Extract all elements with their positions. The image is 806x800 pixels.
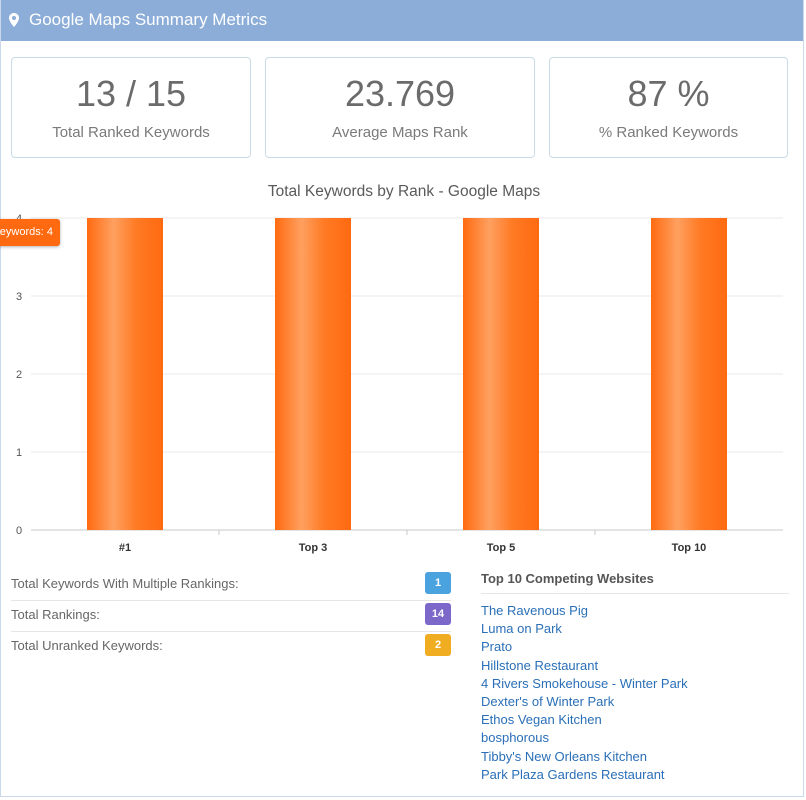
y-tick-label: 2 <box>16 369 22 381</box>
metric-label: Total Keywords With Multiple Rankings: <box>11 576 239 591</box>
competitors-title: Top 10 Competing Websites <box>481 570 789 594</box>
x-tick-label: Top 5 <box>487 542 516 554</box>
metric-row-total-rankings: Total Rankings: 14 <box>11 601 451 632</box>
panel-header: Google Maps Summary Metrics <box>1 0 803 41</box>
competitor-link[interactable]: Ethos Vegan Kitchen <box>481 712 602 728</box>
competitor-link[interactable]: Hillstone Restaurant <box>481 657 599 673</box>
y-tick-label: 1 <box>16 447 22 459</box>
panel-title: Google Maps Summary Metrics <box>29 10 268 29</box>
count-badge: 14 <box>425 603 451 625</box>
map-pin-icon <box>9 13 19 27</box>
x-tick-label: Top 3 <box>299 542 328 554</box>
x-tick-label: Top 10 <box>672 542 707 554</box>
competitor-link[interactable]: Park Plaza Gardens Restaurant <box>481 766 665 782</box>
x-tick-label: #1 <box>119 542 131 554</box>
metric-row-unranked-keywords: Total Unranked Keywords: 2 <box>11 632 451 662</box>
stat-value: 13 / 15 <box>75 73 187 114</box>
y-tick-label: 0 <box>16 525 22 537</box>
stat-label: Total Ranked Keywords <box>52 124 210 141</box>
competitor-link[interactable]: Tibby's New Orleans Kitchen <box>481 748 648 764</box>
stat-value: 23.769 <box>344 73 456 114</box>
bar-top-5[interactable] <box>463 218 539 530</box>
chart-title: Total Keywords by Rank - Google Maps <box>267 183 541 200</box>
metric-row-multiple-rankings: Total Keywords With Multiple Rankings: 1 <box>11 570 451 601</box>
competitor-link[interactable]: Dexter's of Winter Park <box>481 693 615 709</box>
competitors-list: The Ravenous Pig Luma on Park Prato Hill… <box>481 602 789 784</box>
competitor-link[interactable]: The Ravenous Pig <box>481 603 588 618</box>
bar-1[interactable] <box>87 218 163 530</box>
stat-card-ranked-keywords: 13 / 15 Total Ranked Keywords <box>11 57 251 158</box>
stat-label: % Ranked Keywords <box>598 124 739 141</box>
bar-top-10[interactable] <box>651 218 727 530</box>
competitors-section: Top 10 Competing Websites The Ravenous P… <box>481 570 789 784</box>
chart-tooltip: Keywords: 4 <box>0 219 60 246</box>
stat-card-percent-ranked: 87 % % Ranked Keywords <box>549 57 788 158</box>
count-badge: 2 <box>425 634 451 656</box>
competitor-link[interactable]: Prato <box>481 639 513 655</box>
y-tick-label: 3 <box>16 291 22 303</box>
metric-label: Total Rankings: <box>11 607 100 622</box>
stat-value: 87 % <box>627 73 710 114</box>
count-badge: 1 <box>425 572 451 594</box>
metric-label: Total Unranked Keywords: <box>11 638 163 653</box>
competitor-link[interactable]: 4 Rivers Smokehouse - Winter Park <box>481 675 688 691</box>
stat-label: Average Maps Rank <box>332 124 468 141</box>
bar-top-3[interactable] <box>275 218 351 530</box>
stat-card-average-rank: 23.769 Average Maps Rank <box>265 57 535 158</box>
competitor-link[interactable]: Luma on Park <box>481 621 562 637</box>
competitor-link[interactable]: bosphorous <box>481 730 549 746</box>
